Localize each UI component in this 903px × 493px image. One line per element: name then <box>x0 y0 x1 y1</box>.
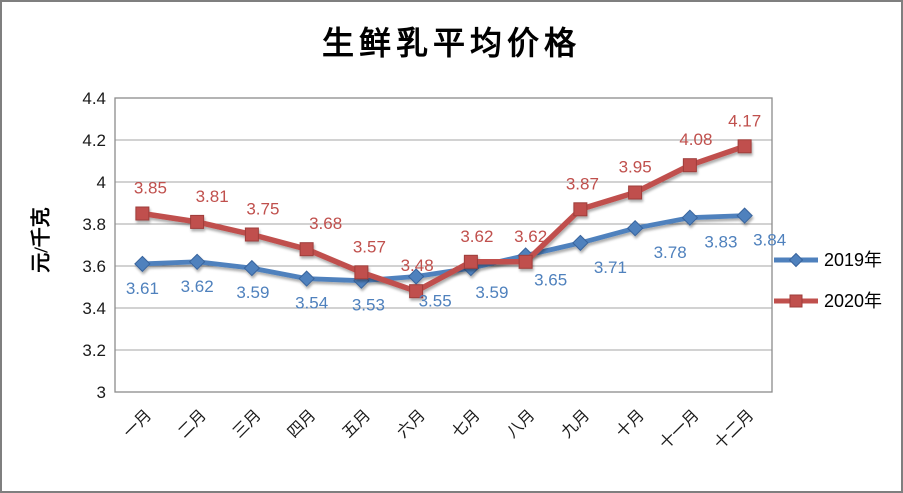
legend-label: 2019年 <box>824 250 882 270</box>
data-point-marker <box>737 139 752 154</box>
chart-title: 生鲜乳平均价格 <box>321 25 581 61</box>
data-point-marker <box>135 206 150 221</box>
legend-item-2019年: 2019年 <box>774 250 882 270</box>
y-axis-tick-label: 4 <box>97 173 106 192</box>
x-axis-tick-label: 六月 <box>394 406 429 441</box>
plot-area-border <box>114 97 773 393</box>
y-axis-tick-label: 3.6 <box>82 257 106 276</box>
data-point-label: 3.54 <box>295 294 328 313</box>
data-point-label: 3.62 <box>514 227 547 246</box>
data-point-label: 3.71 <box>594 258 627 277</box>
data-point-marker <box>518 254 533 269</box>
data-point-marker <box>298 270 315 287</box>
x-axis-tick-label: 四月 <box>285 407 320 442</box>
data-point-label: 4.17 <box>728 111 761 130</box>
series-line <box>141 143 746 294</box>
y-axis-tick-label: 4.4 <box>82 89 106 108</box>
x-axis-tick-label: 十二月 <box>711 406 758 453</box>
data-point-marker <box>681 209 699 226</box>
data-point-marker <box>572 234 589 252</box>
series-2019年 <box>134 207 753 289</box>
data-point-label: 3.55 <box>419 292 452 311</box>
data-point-label: 3.48 <box>401 256 434 275</box>
data-point-marker <box>243 259 261 277</box>
legend-label: 2020年 <box>824 291 882 311</box>
data-point-marker <box>407 268 425 285</box>
data-point-label: 3.68 <box>309 214 342 233</box>
x-axis-tick-label: 五月 <box>340 407 375 442</box>
data-point-label: 3.62 <box>460 227 493 246</box>
data-point-marker <box>354 265 369 280</box>
data-point-marker <box>463 254 478 269</box>
data-point-marker <box>409 284 424 299</box>
x-axis-tick-label: 九月 <box>558 406 593 441</box>
data-point-label: 3.95 <box>619 158 652 177</box>
data-point-marker <box>573 202 588 217</box>
series-line <box>142 213 745 284</box>
x-axis-tick-label: 十一月 <box>656 406 703 453</box>
data-point-label: 3.83 <box>704 233 737 252</box>
data-point-label: 3.61 <box>126 279 159 298</box>
x-axis-tick-label: 七月 <box>448 406 483 441</box>
y-axis-tick-label: 3 <box>97 383 106 402</box>
data-point-marker <box>628 185 643 200</box>
data-point-label: 3.65 <box>534 271 567 290</box>
data-point-marker <box>134 255 151 273</box>
x-axis-tick-label: 二月 <box>175 407 210 442</box>
data-point-marker <box>299 242 314 257</box>
data-point-marker <box>190 214 205 229</box>
data-point-label: 3.78 <box>654 243 687 262</box>
data-point-label: 3.87 <box>566 174 599 193</box>
data-point-label: 3.53 <box>352 296 385 315</box>
data-point-marker <box>736 207 753 224</box>
data-point-label: 3.81 <box>196 187 229 206</box>
y-axis-tick-label: 3.8 <box>82 215 106 234</box>
data-point-marker <box>626 219 644 237</box>
y-axis-tick-label: 3.4 <box>82 299 106 318</box>
legend-item-2020年: 2020年 <box>774 291 882 311</box>
data-point-marker <box>682 158 697 173</box>
data-point-label: 3.57 <box>353 237 386 256</box>
x-axis-tick-label: 十月 <box>613 406 648 441</box>
data-point-label: 3.75 <box>246 200 279 219</box>
series-2020年 <box>135 139 752 299</box>
data-point-marker <box>244 227 259 242</box>
legend-marker <box>788 252 804 268</box>
y-axis-tick-label: 4.2 <box>82 131 106 150</box>
data-point-label: 3.62 <box>181 277 214 296</box>
x-axis-tick-label: 三月 <box>230 407 265 442</box>
data-point-label: 3.84 <box>753 231 786 250</box>
x-axis-tick-label: 八月 <box>504 407 539 442</box>
x-axis-tick-label: 一月 <box>121 407 156 442</box>
legend-marker <box>789 294 803 308</box>
y-axis-tick-label: 3.2 <box>82 341 106 360</box>
data-point-label: 3.59 <box>236 283 269 302</box>
data-point-label: 3.59 <box>475 283 508 302</box>
legend: 2019年 2020年 <box>774 250 882 311</box>
data-point-label: 4.08 <box>679 130 712 149</box>
data-point-label: 3.85 <box>134 179 167 198</box>
data-point-marker <box>188 253 206 271</box>
